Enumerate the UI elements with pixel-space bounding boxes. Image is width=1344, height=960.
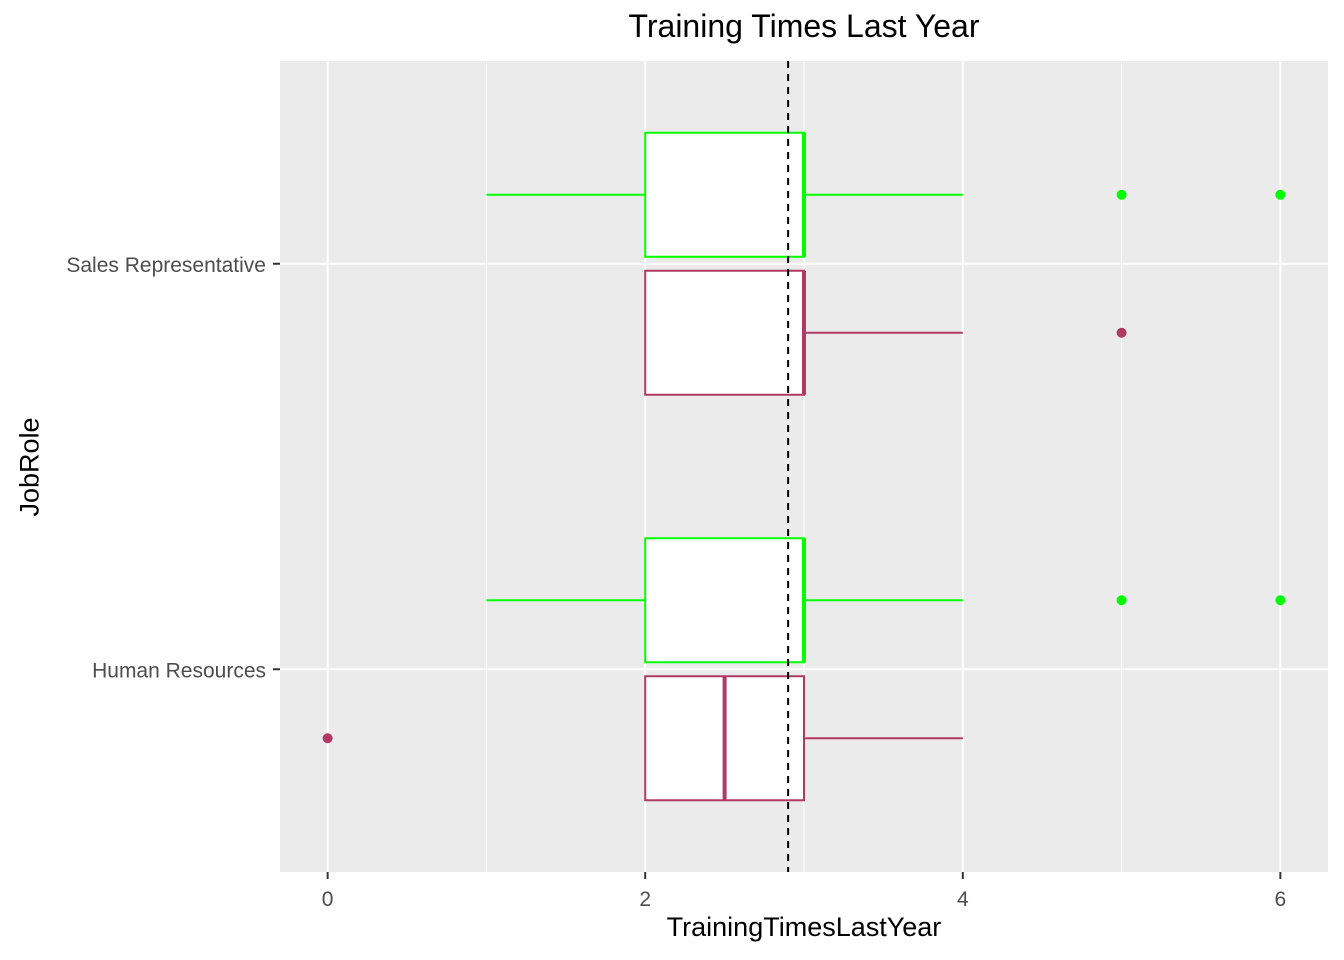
y-tick-label: Human Resources xyxy=(92,659,266,682)
chart-title: Training Times Last Year xyxy=(628,8,980,44)
box-magenta xyxy=(644,269,1127,396)
box-magenta xyxy=(322,675,963,802)
y-tick-label: Sales Representative xyxy=(66,254,266,277)
x-axis-label: TrainingTimesLastYear xyxy=(666,912,942,942)
outlier-point xyxy=(322,733,333,744)
box-iqr xyxy=(644,269,805,396)
axes: 0 2 4 6 Human Resources Sales Representative xyxy=(66,254,1286,911)
box-iqr xyxy=(644,537,805,664)
box-green xyxy=(486,537,1286,664)
outlier-point xyxy=(1116,189,1127,200)
x-tick-label: 6 xyxy=(1275,888,1287,911)
outlier-point xyxy=(1275,189,1286,200)
x-tick-label: 2 xyxy=(639,888,651,911)
outlier-point xyxy=(1116,595,1127,606)
x-tick-label: 4 xyxy=(957,888,969,911)
x-tick-label: 0 xyxy=(322,888,334,911)
box-green xyxy=(486,131,1286,258)
box-iqr xyxy=(644,131,805,258)
outlier-point xyxy=(1116,327,1127,338)
boxplot-series xyxy=(322,131,1286,802)
outlier-point xyxy=(1275,595,1286,606)
